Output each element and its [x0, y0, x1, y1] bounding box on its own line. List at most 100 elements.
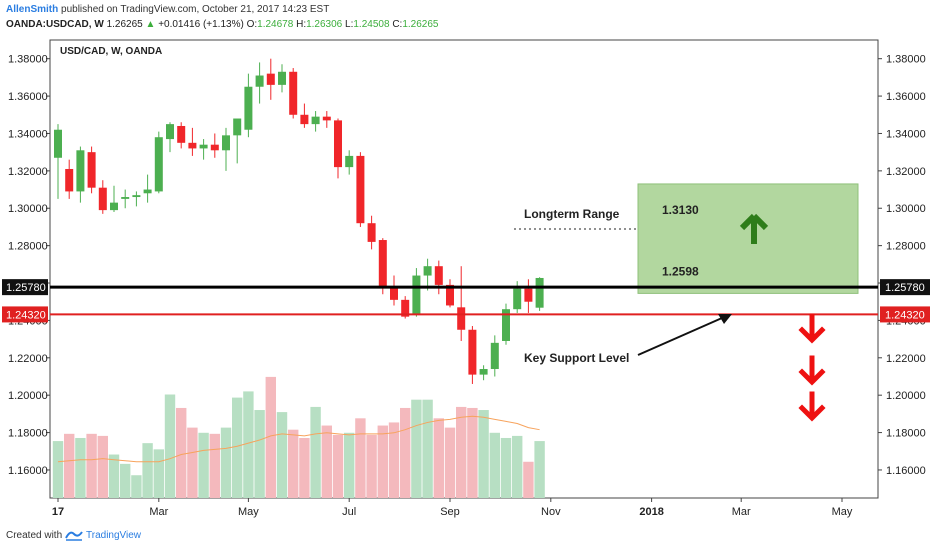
y-tick-label-right: 1.32000	[886, 166, 926, 178]
arrow-down-icon	[798, 355, 826, 386]
volume-bar	[321, 425, 332, 498]
footer: Created with TradingView	[0, 524, 932, 550]
volume-bar	[433, 418, 444, 498]
candle-body	[132, 195, 141, 198]
price-tag-left	[2, 306, 48, 323]
price-tag-left	[2, 279, 48, 296]
volume-bar	[232, 397, 243, 498]
price-chart[interactable]: USD/CAD, W, OANDA 1.16000 1.16000 1.18000 1.…	[0, 0, 932, 524]
x-tick-label: Mar	[149, 506, 168, 518]
candle-body	[166, 124, 174, 140]
close-value: 1.26265	[402, 19, 439, 30]
candle-body	[65, 168, 74, 192]
candle-body	[255, 75, 264, 87]
y-tick-label-left: 1.18000	[8, 428, 48, 440]
volume-bar	[164, 394, 176, 498]
volume-bar	[310, 406, 321, 498]
volume-bar	[534, 441, 545, 498]
y-tick-label-right: 1.16000	[886, 465, 926, 477]
price-tag-right	[880, 279, 930, 296]
candle-body	[222, 135, 230, 151]
candle-body	[98, 187, 107, 211]
key-support-label: Key Support Level	[524, 351, 629, 365]
published-text: published on TradingView.com, October 21…	[61, 4, 330, 15]
price-tag-right	[880, 306, 930, 323]
arrow-up-icon	[739, 213, 769, 244]
volume-bar	[198, 432, 209, 498]
candle-body	[502, 309, 510, 341]
volume-bar	[52, 441, 64, 498]
y-tick-label-right: 1.38000	[886, 54, 926, 66]
candle-body	[434, 266, 443, 285]
candle-body	[300, 114, 309, 125]
volume-bar	[176, 407, 187, 498]
candle-body	[401, 299, 410, 317]
candle-body	[334, 120, 342, 168]
candle-body	[278, 71, 286, 85]
tradingview-logo-icon	[65, 531, 83, 541]
volume-bar	[411, 399, 422, 498]
created-with-text: Created with	[6, 530, 63, 541]
volume-bar	[187, 427, 198, 498]
volume-bar	[344, 432, 355, 498]
candle-body	[322, 116, 331, 121]
volume-bar	[276, 412, 288, 498]
volume-bar	[444, 427, 456, 498]
candle-body	[490, 342, 499, 370]
volume-bar	[478, 410, 489, 498]
volume-bar	[254, 410, 265, 498]
volume-bar	[108, 454, 120, 498]
candle-body	[457, 307, 466, 330]
volume-bar	[332, 434, 344, 498]
triangle-up-icon: ▲	[145, 19, 156, 30]
candle-body	[412, 275, 421, 315]
y-tick-label-right: 1.18000	[886, 428, 926, 440]
x-tick-label: May	[832, 506, 853, 518]
candle-body	[76, 150, 85, 192]
volume-bar	[299, 437, 310, 498]
volume-bar	[142, 443, 153, 498]
candle-body	[479, 369, 488, 375]
candle-body	[311, 116, 320, 125]
volume-bar	[456, 406, 467, 498]
volume-bar	[523, 461, 534, 498]
volume-bar	[86, 433, 97, 498]
author-link[interactable]: AllenSmith	[6, 4, 59, 15]
x-tick-label: 17	[52, 506, 64, 518]
candle-body	[446, 284, 454, 306]
volume-bar	[220, 427, 232, 498]
price-tag-left-text: 1.25780	[6, 282, 46, 294]
open-label: O:	[246, 19, 258, 30]
y-tick-label-right: 1.22000	[886, 353, 926, 365]
close-label: C:	[392, 19, 403, 30]
y-tick-label-left: 1.20000	[8, 390, 48, 402]
price-change: +0.01416 (+1.13%)	[158, 19, 244, 30]
x-tick-label: Nov	[541, 506, 561, 518]
candle-body	[233, 118, 242, 136]
candle-body	[266, 73, 275, 85]
candle-body	[390, 286, 398, 300]
candle-body	[121, 197, 130, 199]
low-label: L:	[345, 19, 354, 30]
longterm-range-label: Longterm Range	[524, 207, 620, 221]
volume-bar	[153, 449, 164, 498]
candle-body	[345, 155, 354, 168]
tradingview-brand-link[interactable]: TradingView	[86, 530, 142, 541]
volume-bar	[400, 407, 411, 498]
y-tick-label-left: 1.22000	[8, 353, 48, 365]
volume-bar	[489, 432, 500, 498]
volume-bar	[131, 475, 142, 498]
candle-body	[199, 144, 208, 149]
volume-bar	[422, 399, 433, 498]
volume-bar	[97, 435, 108, 498]
candle-body	[289, 71, 298, 115]
longterm-range-box	[637, 183, 859, 294]
candle-body	[513, 288, 522, 310]
candle-body	[244, 86, 253, 130]
range-bottom-value: 1.2598	[662, 264, 699, 278]
price-tag-left-text: 1.24320	[6, 309, 46, 321]
y-tick-label-left: 1.16000	[8, 465, 48, 477]
candle-body	[143, 189, 152, 194]
volume-bar	[75, 437, 86, 498]
candle-body	[524, 288, 533, 302]
